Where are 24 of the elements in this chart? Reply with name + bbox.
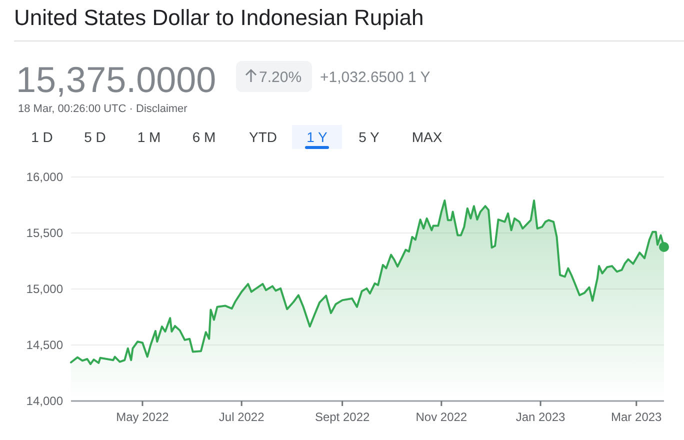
- text: +1,032.6500 1 Y: [320, 69, 430, 86]
- y-tick-label: 15,000: [26, 282, 64, 296]
- y-tick-label: 14,500: [26, 338, 64, 352]
- text: 1 Y: [306, 129, 328, 145]
- text: YTD: [249, 129, 277, 145]
- x-tick-label: Mar 2023: [611, 410, 662, 424]
- chart-title: United States Dollar to Indonesian Rupiah: [14, 5, 424, 30]
- y-tick-label: 16,000: [26, 170, 64, 184]
- x-tick-label: May 2022: [116, 410, 170, 424]
- y-tick-label: 14,000: [26, 394, 64, 408]
- y-tick-label: 15,500: [26, 226, 64, 240]
- text: 18 Mar, 00:26:00 UTC · Disclaimer: [18, 103, 188, 115]
- chart-subtitle: 15,375.0000: [16, 59, 216, 100]
- text: 5 Y: [358, 129, 380, 145]
- x-tick-label: Jul 2022: [218, 410, 265, 424]
- x-tick-label: Sept 2022: [314, 410, 370, 424]
- text: 1 M: [137, 129, 161, 145]
- text: 5 D: [84, 129, 106, 145]
- text: 7.20%: [259, 69, 302, 86]
- text: 1 D: [31, 129, 53, 145]
- text: MAX: [412, 129, 443, 145]
- x-tick-label: Nov 2022: [416, 410, 468, 424]
- text: 6 M: [192, 129, 216, 145]
- x-tick-label: Jan 2023: [516, 410, 566, 424]
